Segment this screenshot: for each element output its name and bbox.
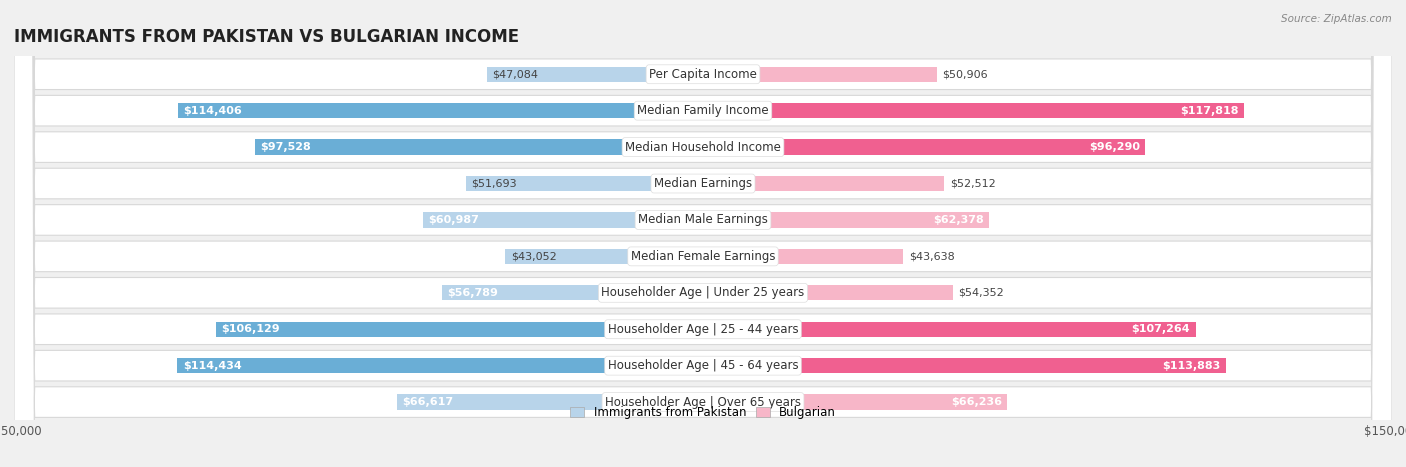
Bar	[177, 358, 703, 373]
Text: Householder Age | 45 - 64 years: Householder Age | 45 - 64 years	[607, 359, 799, 372]
Bar	[703, 322, 1195, 337]
Text: $117,818: $117,818	[1180, 106, 1239, 116]
Text: $107,264: $107,264	[1132, 324, 1189, 334]
Text: $97,528: $97,528	[260, 142, 311, 152]
Text: Median Family Income: Median Family Income	[637, 104, 769, 117]
Text: Source: ZipAtlas.com: Source: ZipAtlas.com	[1281, 14, 1392, 24]
Text: $43,638: $43,638	[908, 251, 955, 262]
Text: $113,883: $113,883	[1163, 361, 1220, 371]
Bar	[396, 395, 703, 410]
FancyBboxPatch shape	[14, 0, 1392, 467]
Text: Householder Age | 25 - 44 years: Householder Age | 25 - 44 years	[607, 323, 799, 336]
Text: $50,906: $50,906	[942, 69, 988, 79]
FancyBboxPatch shape	[14, 0, 1392, 467]
Text: $96,290: $96,290	[1088, 142, 1140, 152]
FancyBboxPatch shape	[14, 0, 1392, 467]
Bar	[465, 176, 703, 191]
Bar	[703, 67, 936, 82]
Text: $106,129: $106,129	[221, 324, 280, 334]
Text: $52,512: $52,512	[949, 178, 995, 189]
Bar	[703, 176, 945, 191]
Bar	[703, 285, 953, 300]
FancyBboxPatch shape	[14, 0, 1392, 467]
Text: Median Earnings: Median Earnings	[654, 177, 752, 190]
Bar	[505, 249, 703, 264]
Bar	[441, 285, 703, 300]
Bar	[703, 140, 1146, 155]
FancyBboxPatch shape	[14, 0, 1392, 467]
Text: $62,378: $62,378	[934, 215, 984, 225]
Text: Householder Age | Over 65 years: Householder Age | Over 65 years	[605, 396, 801, 409]
Text: $47,084: $47,084	[492, 69, 538, 79]
Bar	[215, 322, 703, 337]
Legend: Immigrants from Pakistan, Bulgarian: Immigrants from Pakistan, Bulgarian	[565, 402, 841, 424]
Text: Median Household Income: Median Household Income	[626, 141, 780, 154]
Text: IMMIGRANTS FROM PAKISTAN VS BULGARIAN INCOME: IMMIGRANTS FROM PAKISTAN VS BULGARIAN IN…	[14, 28, 519, 46]
Bar	[703, 249, 904, 264]
Bar	[177, 103, 703, 118]
FancyBboxPatch shape	[14, 0, 1392, 467]
Text: $114,434: $114,434	[183, 361, 242, 371]
Text: $56,789: $56,789	[447, 288, 499, 298]
Text: $51,693: $51,693	[471, 178, 517, 189]
FancyBboxPatch shape	[14, 0, 1392, 467]
Text: Median Male Earnings: Median Male Earnings	[638, 213, 768, 226]
Text: Median Female Earnings: Median Female Earnings	[631, 250, 775, 263]
Text: $60,987: $60,987	[429, 215, 479, 225]
FancyBboxPatch shape	[14, 0, 1392, 467]
Text: $54,352: $54,352	[957, 288, 1004, 298]
Bar	[423, 212, 703, 227]
Bar	[703, 212, 990, 227]
FancyBboxPatch shape	[14, 0, 1392, 467]
Text: Per Capita Income: Per Capita Income	[650, 68, 756, 81]
Text: $66,236: $66,236	[950, 397, 1001, 407]
Text: $66,617: $66,617	[402, 397, 454, 407]
Text: Householder Age | Under 25 years: Householder Age | Under 25 years	[602, 286, 804, 299]
FancyBboxPatch shape	[14, 0, 1392, 467]
Bar	[703, 103, 1244, 118]
Text: $114,406: $114,406	[183, 106, 242, 116]
Bar	[486, 67, 703, 82]
Bar	[703, 358, 1226, 373]
Text: $43,052: $43,052	[510, 251, 557, 262]
Bar	[254, 140, 703, 155]
Bar	[703, 395, 1007, 410]
